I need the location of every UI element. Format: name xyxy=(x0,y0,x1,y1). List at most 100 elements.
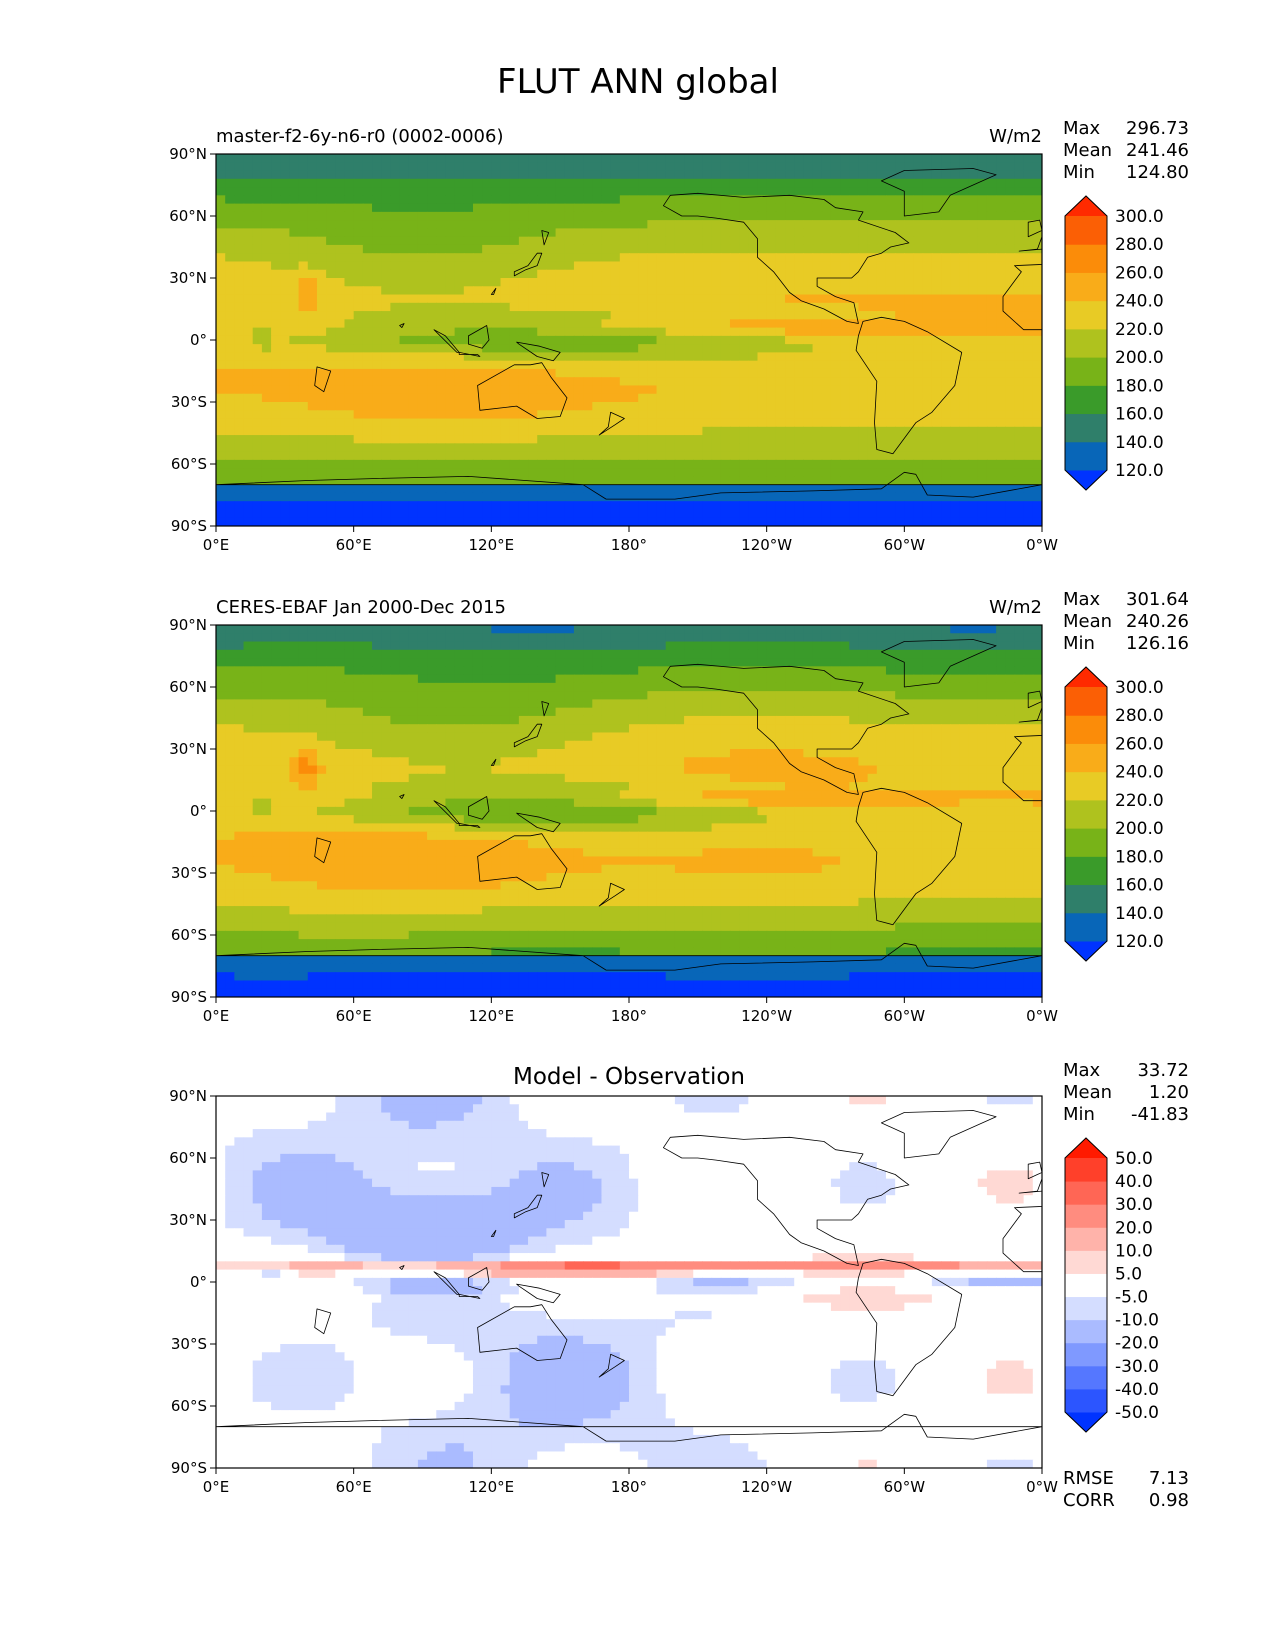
field-cell xyxy=(280,253,291,263)
field-cell xyxy=(500,393,511,403)
colorbar-label: 120.0 xyxy=(1115,461,1164,481)
field-cell xyxy=(674,154,685,163)
field-cell xyxy=(739,476,749,486)
field-cell xyxy=(986,385,997,395)
field-cell xyxy=(408,633,419,643)
field-cell xyxy=(216,459,226,469)
field-cell xyxy=(766,468,777,477)
field-cell xyxy=(950,302,960,312)
field-cell xyxy=(931,501,942,511)
field-cell xyxy=(1014,195,1025,205)
field-cell xyxy=(959,501,970,511)
field-cell xyxy=(913,228,924,238)
field-cell xyxy=(225,385,235,395)
field-cell xyxy=(1014,633,1025,643)
field-cell xyxy=(629,492,639,502)
field-cell xyxy=(1023,402,1034,411)
field-cell xyxy=(739,162,749,172)
field-cell xyxy=(638,509,648,519)
field-cell xyxy=(252,682,263,692)
field-cell xyxy=(913,344,924,353)
field-cell xyxy=(427,625,437,634)
field-cell xyxy=(445,368,456,378)
field-cell xyxy=(941,278,951,287)
field-cell xyxy=(665,649,676,659)
field-cell xyxy=(564,211,575,221)
field-cell xyxy=(610,517,621,526)
field-cell xyxy=(390,162,401,172)
field-cell xyxy=(693,162,704,172)
field-cell xyxy=(674,278,685,287)
field-cell xyxy=(482,278,492,287)
field-cell xyxy=(647,311,658,320)
field-cell xyxy=(785,154,795,163)
field-cell xyxy=(408,699,419,709)
field-cell xyxy=(445,451,456,461)
field-cell xyxy=(996,641,1006,651)
field-cell xyxy=(821,377,832,387)
field-cell xyxy=(803,178,814,188)
field-cell xyxy=(656,476,667,486)
field-cell xyxy=(638,377,648,387)
field-cell xyxy=(1023,335,1034,345)
field-cell xyxy=(941,674,951,684)
field-cell xyxy=(977,319,988,329)
field-cell xyxy=(372,211,382,221)
field-cell xyxy=(518,327,529,337)
field-cell xyxy=(307,402,318,411)
field-cell xyxy=(665,666,676,676)
field-cell xyxy=(858,203,869,213)
field-cell xyxy=(344,162,355,172)
field-cell xyxy=(326,418,336,428)
field-cell xyxy=(592,187,603,196)
field-cell xyxy=(390,220,401,229)
field-cell xyxy=(821,393,832,403)
field-cell xyxy=(977,435,988,444)
field-cell xyxy=(592,195,603,205)
coastline-3 xyxy=(881,168,997,217)
field-cell xyxy=(289,278,300,287)
field-cell xyxy=(463,211,474,221)
field-cell xyxy=(555,327,566,337)
field-cell xyxy=(904,691,915,700)
field-cell xyxy=(996,410,1006,420)
field-cell xyxy=(280,294,291,304)
field-cell xyxy=(216,244,226,254)
field-cell xyxy=(638,674,648,684)
field-cell xyxy=(794,641,804,651)
field-cell xyxy=(252,203,263,213)
field-cell xyxy=(1032,509,1042,519)
field-cell xyxy=(895,377,905,387)
field-cell xyxy=(638,203,648,213)
field-cell xyxy=(326,352,336,362)
field-cell xyxy=(684,195,694,205)
field-cell xyxy=(656,649,667,659)
field-cell xyxy=(941,335,951,345)
field-cell xyxy=(454,195,465,205)
field-cell xyxy=(803,377,814,387)
field-cell xyxy=(225,682,235,692)
field-cell xyxy=(390,666,401,676)
field-cell xyxy=(996,368,1006,378)
field-cell xyxy=(1014,476,1025,486)
field-cell xyxy=(583,154,593,163)
field-cell xyxy=(693,178,704,188)
field-cell xyxy=(537,154,547,163)
field-cell xyxy=(408,195,419,205)
field-cell xyxy=(968,476,979,486)
field-cell xyxy=(638,476,648,486)
field-cell xyxy=(876,377,887,387)
field-cell xyxy=(858,187,869,196)
field-cell xyxy=(739,633,749,643)
coastline-1 xyxy=(1018,236,1042,252)
field-cell xyxy=(647,344,658,353)
field-cell xyxy=(307,393,318,403)
field-cell xyxy=(564,253,575,263)
field-cell xyxy=(225,154,235,163)
field-cell xyxy=(711,294,722,304)
field-cell xyxy=(353,195,364,205)
field-cell xyxy=(720,492,731,502)
field-cell xyxy=(812,658,823,667)
field-cell xyxy=(849,278,860,287)
field-cell xyxy=(472,492,483,502)
